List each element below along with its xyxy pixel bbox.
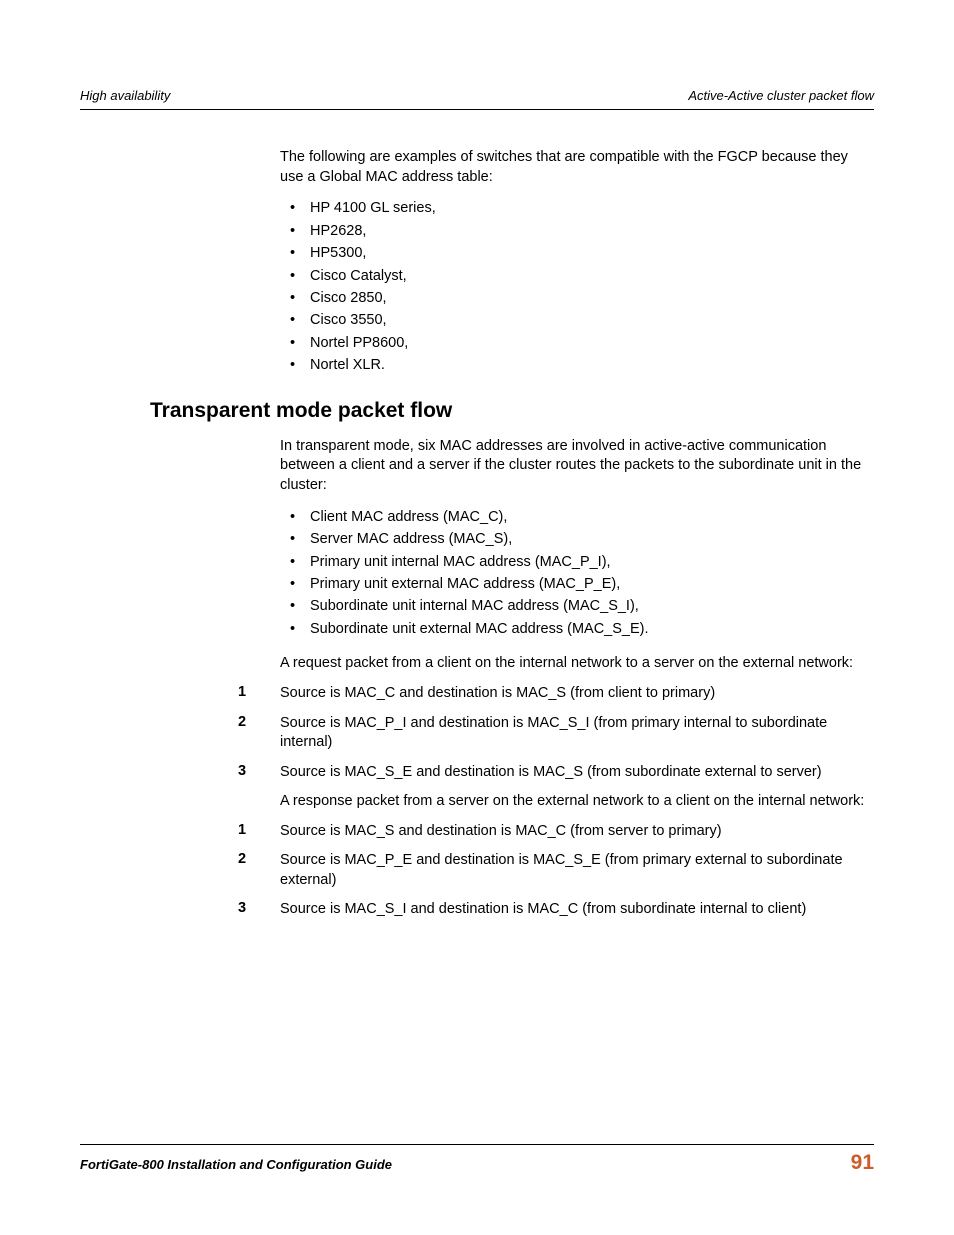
request-steps: 1 Source is MAC_C and destination is MAC… xyxy=(280,684,874,782)
step-number: 3 xyxy=(238,900,280,916)
body-content: The following are examples of switches t… xyxy=(280,148,874,377)
numbered-row: 3 Source is MAC_S_I and destination is M… xyxy=(280,900,874,920)
step-text: Source is MAC_S and destination is MAC_C… xyxy=(280,822,722,842)
step-text: Source is MAC_S_E and destination is MAC… xyxy=(280,763,822,783)
list-item: Subordinate unit internal MAC address (M… xyxy=(280,595,874,617)
page-number: 91 xyxy=(851,1151,874,1175)
numbered-row: 1 Source is MAC_C and destination is MAC… xyxy=(280,684,874,704)
list-item: HP5300, xyxy=(280,242,874,264)
list-item: Cisco 3550, xyxy=(280,309,874,331)
list-item: Client MAC address (MAC_C), xyxy=(280,506,874,528)
step-number: 1 xyxy=(238,684,280,700)
step-number: 3 xyxy=(238,763,280,779)
list-item: HP 4100 GL series, xyxy=(280,197,874,219)
numbered-row: 2 Source is MAC_P_E and destination is M… xyxy=(280,851,874,890)
footer-row: FortiGate-800 Installation and Configura… xyxy=(80,1151,874,1175)
list-item: Nortel XLR. xyxy=(280,354,874,376)
footer-left-text: FortiGate-800 Installation and Configura… xyxy=(80,1157,392,1172)
request-intro: A request packet from a client on the in… xyxy=(280,654,874,674)
step-text: Source is MAC_S_I and destination is MAC… xyxy=(280,900,806,920)
switch-list: HP 4100 GL series, HP2628, HP5300, Cisco… xyxy=(280,197,874,377)
intro-paragraph: The following are examples of switches t… xyxy=(280,148,874,187)
section-heading: Transparent mode packet flow xyxy=(150,399,874,423)
response-steps: 1 Source is MAC_S and destination is MAC… xyxy=(280,822,874,920)
header-left-text: High availability xyxy=(80,88,170,103)
numbered-row: 2 Source is MAC_P_I and destination is M… xyxy=(280,714,874,753)
step-text: Source is MAC_P_I and destination is MAC… xyxy=(280,714,874,753)
page-container: High availability Active-Active cluster … xyxy=(0,0,954,1235)
step-number: 2 xyxy=(238,851,280,867)
list-item: Primary unit internal MAC address (MAC_P… xyxy=(280,551,874,573)
list-item: HP2628, xyxy=(280,220,874,242)
list-item: Subordinate unit external MAC address (M… xyxy=(280,618,874,640)
header-right-text: Active-Active cluster packet flow xyxy=(688,88,874,103)
numbered-row: 3 Source is MAC_S_E and destination is M… xyxy=(280,763,874,783)
step-number: 2 xyxy=(238,714,280,730)
running-footer: FortiGate-800 Installation and Configura… xyxy=(80,1144,874,1175)
list-item: Nortel PP8600, xyxy=(280,332,874,354)
numbered-row: 1 Source is MAC_S and destination is MAC… xyxy=(280,822,874,842)
section-intro: In transparent mode, six MAC addresses a… xyxy=(280,437,874,496)
mac-address-list: Client MAC address (MAC_C), Server MAC a… xyxy=(280,506,874,641)
list-item: Server MAC address (MAC_S), xyxy=(280,528,874,550)
step-text: Source is MAC_P_E and destination is MAC… xyxy=(280,851,874,890)
footer-rule xyxy=(80,1144,874,1145)
list-item: Primary unit external MAC address (MAC_P… xyxy=(280,573,874,595)
step-text: Source is MAC_C and destination is MAC_S… xyxy=(280,684,715,704)
section-content: In transparent mode, six MAC addresses a… xyxy=(280,437,874,920)
running-header: High availability Active-Active cluster … xyxy=(80,88,874,103)
step-number: 1 xyxy=(238,822,280,838)
list-item: Cisco Catalyst, xyxy=(280,265,874,287)
response-intro: A response packet from a server on the e… xyxy=(280,792,874,812)
list-item: Cisco 2850, xyxy=(280,287,874,309)
header-rule xyxy=(80,109,874,110)
